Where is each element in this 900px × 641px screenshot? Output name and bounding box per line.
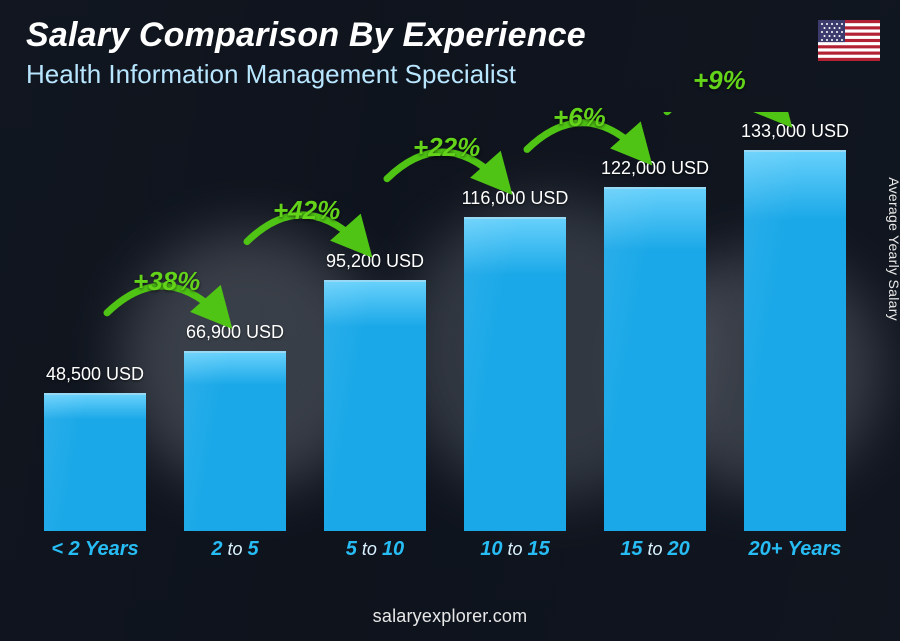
bar-slot: 116,000 USD — [454, 112, 576, 531]
increase-pct-label: +22% — [413, 132, 480, 163]
increase-pct-label: +42% — [273, 195, 340, 226]
bar: 48,500 USD — [44, 393, 146, 531]
bar: 116,000 USD — [464, 217, 566, 531]
bar-slot: 122,000 USD — [594, 112, 716, 531]
bar: 122,000 USD — [604, 187, 706, 531]
bar-slot: 48,500 USD — [34, 112, 156, 531]
increase-pct-label: +38% — [133, 266, 200, 297]
salary-bar-chart: 48,500 USD 66,900 USD 95,200 USD 116,000 US… — [34, 112, 856, 567]
bar-value-label: 95,200 USD — [326, 251, 424, 272]
bar-value-label: 122,000 USD — [601, 158, 709, 179]
x-axis-tick: 15 to 20 — [594, 531, 716, 567]
x-axis-labels: < 2 Years 2 to 5 5 to 10 10 to 15 15 to 20 20… — [34, 531, 856, 567]
bar-slot: 66,900 USD — [174, 112, 296, 531]
bar-slot: 133,000 USD — [734, 112, 856, 531]
x-axis-tick: 20+ Years — [734, 531, 856, 567]
increase-pct-label: +6% — [553, 102, 606, 133]
bar: 66,900 USD — [184, 351, 286, 531]
bar-value-label: 66,900 USD — [186, 322, 284, 343]
x-axis-tick: < 2 Years — [34, 531, 156, 567]
bar: 133,000 USD — [744, 150, 846, 531]
bars-container: 48,500 USD 66,900 USD 95,200 USD 116,000 US… — [34, 112, 856, 531]
footer-source: salaryexplorer.com — [0, 606, 900, 627]
increase-pct-label: +9% — [693, 65, 746, 96]
x-axis-tick: 2 to 5 — [174, 531, 296, 567]
x-axis-tick: 5 to 10 — [314, 531, 436, 567]
page-title: Salary Comparison By Experience — [26, 16, 810, 55]
bar-value-label: 48,500 USD — [46, 364, 144, 385]
y-axis-label: Average Yearly Salary — [886, 177, 900, 321]
x-axis-tick: 10 to 15 — [454, 531, 576, 567]
bar-value-label: 116,000 USD — [462, 188, 569, 209]
infographic-canvas: Salary Comparison By Experience Health I… — [0, 0, 900, 641]
bar-slot: 95,200 USD — [314, 112, 436, 531]
bar: 95,200 USD — [324, 280, 426, 531]
bar-value-label: 133,000 USD — [741, 121, 849, 142]
us-flag-icon — [818, 20, 880, 61]
